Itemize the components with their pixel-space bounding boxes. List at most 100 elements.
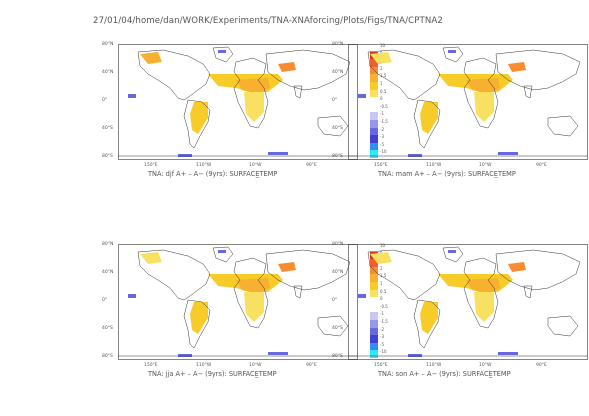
lon-tick-label: 150°E	[374, 163, 388, 168]
colorbar-segment	[370, 312, 378, 320]
map-plot	[348, 44, 588, 160]
colorbar-segment	[370, 259, 378, 267]
colorbar-label: 1	[380, 81, 383, 86]
lon-tick-label: 110°W	[196, 363, 212, 368]
colorbar-segment	[370, 266, 378, 275]
coastline	[183, 299, 211, 349]
lon-tick-label: 90°E	[306, 163, 317, 168]
lat-tick-label: 80°S	[102, 354, 113, 359]
coastline	[547, 315, 579, 337]
coastline	[523, 85, 533, 99]
lon-tick-label: 150°E	[144, 363, 158, 368]
lon-tick-label: 90°E	[306, 363, 317, 368]
map-svg	[348, 244, 588, 360]
lat-tick-label: 40°S	[102, 326, 113, 331]
anomaly-region	[140, 252, 162, 264]
coastline	[495, 49, 581, 91]
anomaly-region	[140, 52, 162, 64]
lat-tick-label: 40°S	[332, 326, 343, 331]
map-svg	[348, 44, 588, 160]
colorbar-label: 10	[380, 43, 386, 48]
anomaly-region	[420, 102, 438, 134]
lon-tick-label: 90°E	[536, 163, 547, 168]
negative-anomaly-patch	[358, 294, 366, 298]
lon-tick-label: 110°W	[196, 163, 212, 168]
negative-anomaly-patch	[408, 354, 422, 357]
lon-tick-label: 10°W	[249, 163, 262, 168]
lon-tick-label: 10°W	[249, 363, 262, 368]
anomaly-region	[236, 78, 270, 94]
colorbar-segment	[370, 274, 378, 282]
map-panel-4: 80°N40°N0°40°S80°S150°E110°W10°W90°E1053…	[318, 242, 589, 394]
colorbar-label: -1.5	[380, 119, 388, 124]
colorbar-label: 10	[380, 243, 386, 248]
anomaly-region	[370, 52, 392, 64]
colorbar-segment	[370, 74, 378, 82]
colorbar-segment	[370, 150, 378, 158]
lon-tick-label: 90°E	[536, 363, 547, 368]
coastline	[442, 246, 464, 263]
lat-tick-label: 40°N	[102, 70, 114, 75]
coastline	[523, 285, 533, 299]
coastline	[442, 46, 464, 63]
coastline	[293, 285, 303, 299]
coastline	[233, 57, 269, 129]
file-path-header: 27/01/04/home/dan/WORK/Experiments/TNA-X…	[93, 16, 443, 26]
lat-tick-label: 40°N	[102, 270, 114, 275]
colorbar-label: 0	[380, 96, 383, 102]
colorbar-label: 0.5	[380, 88, 387, 94]
anomaly-region	[278, 62, 296, 72]
coastline	[495, 249, 581, 291]
anomaly-region	[474, 92, 494, 122]
negative-anomaly-patch	[128, 294, 136, 298]
negative-anomaly-patch	[268, 152, 288, 155]
anomaly-region	[190, 302, 208, 334]
colorbar-segment	[370, 297, 378, 305]
coastline	[293, 85, 303, 99]
coastline	[413, 299, 441, 349]
lat-tick-label: 80°N	[102, 242, 114, 247]
negative-anomaly-patch	[268, 352, 288, 355]
panel-caption: TNA: jja A+ – A− (9yrs): SURFACE̲TEMP	[148, 370, 277, 378]
lon-tick-label: 150°E	[144, 163, 158, 168]
anomaly-region	[508, 262, 526, 272]
colorbar-label: -0.5	[380, 303, 388, 309]
map-plot	[348, 244, 588, 360]
anomaly-region	[244, 92, 264, 122]
colorbar-label: -10	[380, 349, 387, 355]
negative-anomaly-patch	[408, 154, 422, 157]
colorbar-label: 0.5	[380, 288, 387, 294]
panel-caption: TNA: mam A+ – A− (9yrs): SURFACE̲TEMP	[378, 170, 516, 178]
panel-caption: TNA: djf A+ – A− (9yrs): SURFACE̲TEMP	[148, 170, 278, 178]
lat-tick-label: 0°	[102, 298, 108, 303]
colorbar-label: 1	[380, 281, 383, 286]
colorbar-segment	[370, 104, 378, 113]
lat-tick-label: 80°N	[332, 42, 344, 47]
anomaly-region	[508, 62, 526, 72]
colorbar-segment	[370, 44, 378, 52]
colorbar-segment	[370, 119, 378, 128]
colorbar-segment	[370, 81, 378, 90]
negative-anomaly-patch	[178, 354, 192, 357]
coastline	[137, 249, 211, 301]
colorbar-segment	[370, 289, 378, 298]
colorbar-label: 0	[380, 296, 383, 302]
colorbar-label: -10	[380, 149, 387, 155]
negative-anomaly-patch	[498, 152, 518, 155]
anomaly-region	[466, 278, 500, 294]
colorbar-segment	[370, 304, 378, 313]
colorbar-label: -3	[380, 134, 384, 140]
colorbar-segment	[370, 97, 378, 105]
colorbar-label: 2	[380, 65, 383, 71]
negative-anomaly-patch	[448, 50, 456, 53]
colorbar-segment	[370, 342, 378, 351]
negative-anomaly-patch	[358, 94, 366, 98]
anomaly-region	[244, 292, 264, 322]
lon-tick-label: 10°W	[479, 363, 492, 368]
coastline	[265, 49, 351, 91]
negative-anomaly-patch	[218, 250, 226, 253]
colorbar-segment	[370, 127, 378, 136]
coastline	[233, 257, 269, 329]
map-plot	[118, 244, 358, 360]
lat-tick-label: 40°N	[332, 270, 344, 275]
